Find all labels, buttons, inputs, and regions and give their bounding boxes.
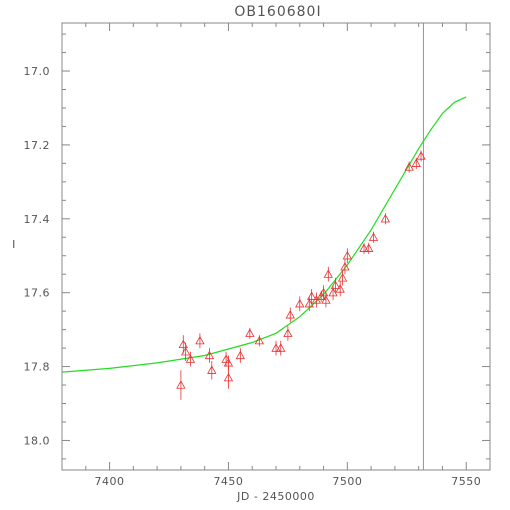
- triangle-marker: [245, 328, 255, 337]
- data-point: [330, 277, 341, 293]
- triangle-marker: [306, 291, 317, 300]
- triangle-marker: [283, 328, 293, 337]
- data-point: [311, 292, 322, 308]
- data-point: [283, 325, 293, 341]
- data-point: [223, 366, 234, 389]
- triangle-marker: [416, 151, 426, 160]
- data-point: [416, 150, 426, 162]
- y-tick-label: 17.8: [24, 361, 51, 374]
- data-point: [207, 361, 217, 380]
- x-tick-label: 7500: [332, 475, 362, 488]
- data-point: [380, 213, 391, 225]
- y-tick-label: 17.0: [24, 65, 51, 78]
- data-point: [411, 157, 421, 169]
- triangle-marker: [223, 358, 234, 367]
- data-point: [318, 285, 329, 301]
- triangle-marker: [359, 243, 369, 252]
- y-tick-label: 17.6: [24, 287, 51, 300]
- data-point: [195, 333, 205, 349]
- data-point: [254, 335, 265, 347]
- triangle-marker: [368, 232, 379, 241]
- x-tick-label: 7400: [95, 475, 125, 488]
- data-point: [328, 285, 338, 301]
- model-curve: [62, 96, 467, 373]
- triangle-marker: [207, 365, 217, 374]
- data-point: [335, 281, 345, 297]
- triangle-marker: [330, 280, 341, 289]
- data-point: [235, 348, 246, 363]
- data-point: [176, 370, 186, 400]
- data-point: [285, 307, 295, 323]
- data-point: [185, 351, 196, 367]
- triangle-marker: [235, 350, 246, 360]
- triangle-marker: [340, 261, 350, 271]
- data-point: [321, 292, 331, 308]
- data-point: [178, 335, 188, 354]
- triangle-marker: [271, 343, 281, 352]
- data-point: [306, 288, 317, 304]
- triangle-marker: [176, 380, 186, 389]
- triangle-marker: [337, 273, 348, 282]
- data-point: [180, 342, 191, 362]
- y-axis-label: I: [12, 238, 16, 251]
- data-point: [340, 259, 350, 275]
- data-point: [245, 327, 255, 339]
- triangle-marker: [318, 287, 329, 297]
- x-tick-label: 7550: [451, 475, 481, 488]
- triangle-marker: [321, 295, 331, 304]
- triangle-marker: [342, 250, 353, 260]
- triangle-marker: [335, 284, 345, 293]
- y-tick-label: 17.4: [24, 213, 51, 226]
- data-point: [323, 266, 333, 282]
- triangle-marker: [185, 354, 196, 363]
- triangle-marker: [223, 372, 234, 382]
- data-point: [276, 340, 286, 356]
- triangle-marker: [364, 243, 374, 252]
- data-point: [404, 161, 414, 173]
- y-tick-label: 17.2: [24, 139, 51, 152]
- data-point: [342, 248, 353, 264]
- data-point: [337, 270, 348, 286]
- x-tick-label: 7450: [213, 475, 243, 488]
- x-axis-label: JD - 2450000: [236, 490, 315, 503]
- triangle-marker: [180, 346, 191, 356]
- triangle-marker: [195, 335, 205, 345]
- data-point: [295, 296, 305, 312]
- triangle-marker: [254, 335, 265, 345]
- triangle-marker: [404, 162, 414, 171]
- triangle-marker: [295, 298, 305, 308]
- data-point: [271, 340, 281, 356]
- triangle-marker: [204, 350, 215, 360]
- triangle-marker: [276, 343, 286, 352]
- plot-frame: [61, 22, 491, 471]
- data-point: [304, 296, 314, 312]
- data-point: [359, 242, 369, 254]
- triangle-marker: [380, 213, 391, 223]
- triangle-marker: [323, 269, 333, 278]
- data-point: [204, 348, 215, 363]
- triangle-marker: [411, 158, 421, 167]
- data-point: [368, 231, 379, 243]
- y-tick-label: 18.0: [24, 434, 51, 447]
- triangle-marker: [285, 310, 295, 319]
- data-point: [364, 242, 374, 254]
- chart-title: OB160680I: [234, 4, 321, 20]
